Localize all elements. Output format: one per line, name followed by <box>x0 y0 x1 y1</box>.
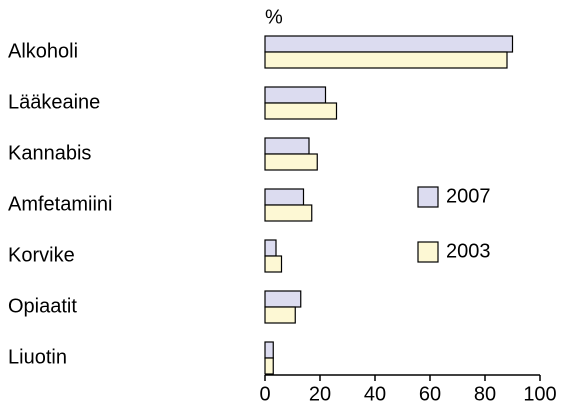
bar <box>264 255 283 273</box>
category-label: Kannabis <box>8 142 91 164</box>
bar <box>264 341 274 359</box>
bar <box>264 239 277 257</box>
bar <box>264 204 313 222</box>
category-label: Amfetamiini <box>8 193 112 215</box>
category-label: Lääkeaine <box>8 91 100 113</box>
bar <box>264 357 274 375</box>
bar <box>264 51 508 69</box>
bar <box>264 306 296 324</box>
x-tick-label: 80 <box>474 383 496 405</box>
legend-swatch <box>417 241 439 263</box>
x-tick-label: 20 <box>309 383 331 405</box>
bar <box>264 102 338 120</box>
legend-swatch <box>417 186 439 208</box>
bar <box>264 86 327 104</box>
bar <box>264 35 514 53</box>
category-label: Opiaatit <box>8 295 77 317</box>
x-tick-label: 0 <box>259 383 270 405</box>
bar <box>264 188 305 206</box>
legend-label: 2007 <box>446 185 491 207</box>
unit-label: % <box>265 6 283 28</box>
x-tick-label: 60 <box>419 383 441 405</box>
x-tick-label: 40 <box>364 383 386 405</box>
bar <box>264 290 302 308</box>
bar <box>264 137 310 155</box>
category-label: Alkoholi <box>8 40 78 62</box>
category-label: Korvike <box>8 244 75 266</box>
bar <box>264 153 318 171</box>
category-label: Liuotin <box>8 346 67 368</box>
x-tick-label: 100 <box>523 383 556 405</box>
legend-label: 2003 <box>446 240 491 262</box>
